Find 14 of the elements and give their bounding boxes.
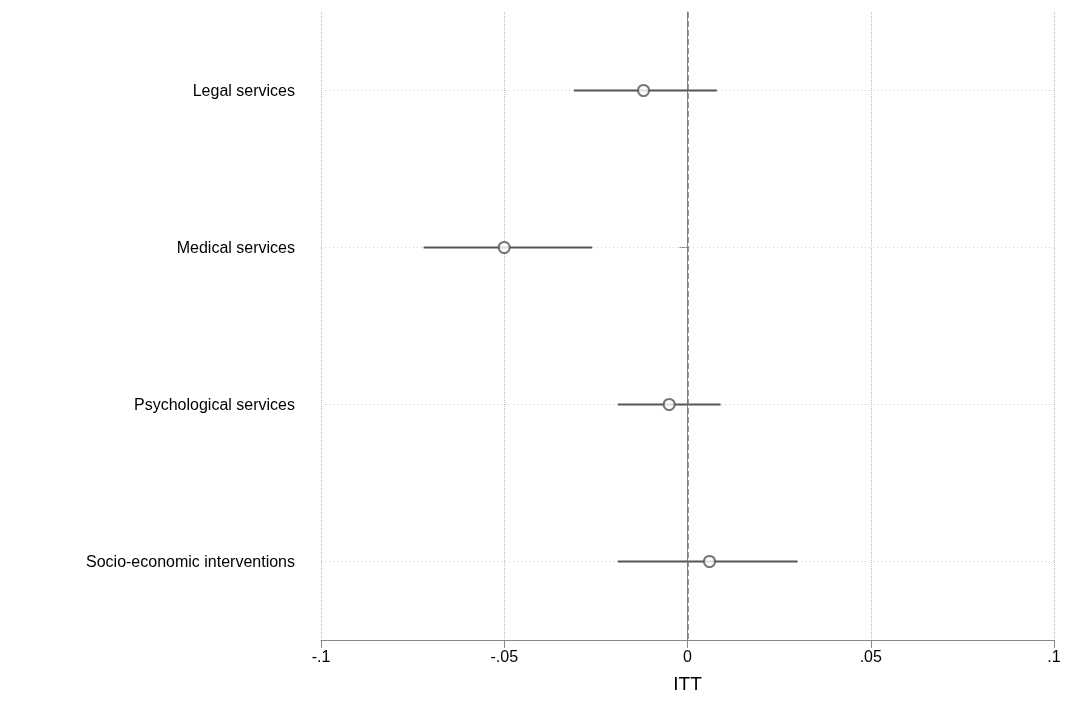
y-tick-label: Socio-economic interventions — [86, 553, 295, 570]
point — [662, 398, 676, 411]
y-tick-label: Medical services — [176, 239, 295, 256]
y-tick-label: Psychological services — [134, 396, 295, 413]
x-tick-label: .05 — [859, 647, 882, 665]
point — [703, 555, 716, 568]
x-tick-label: -.05 — [490, 647, 519, 665]
y-tick-label: Legal services — [192, 82, 295, 99]
x-tick-label: 0 — [683, 647, 693, 665]
x-axis-title: ITT — [673, 673, 703, 694]
x-tick-label: -.1 — [311, 647, 331, 665]
x-tick-label: .1 — [1047, 647, 1061, 665]
point — [637, 84, 651, 97]
point — [497, 241, 511, 254]
